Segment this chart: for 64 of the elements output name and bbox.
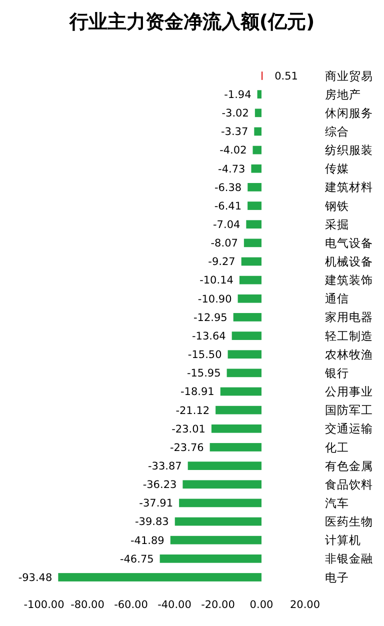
y-tick-label: 商业贸易 xyxy=(325,68,373,83)
y-tick-label: 交通运输 xyxy=(325,422,373,436)
y-tick-label: 国防军工 xyxy=(325,403,373,418)
y-tick-label: 化工 xyxy=(325,440,349,454)
y-tick-label: 汽车 xyxy=(325,496,349,510)
y-tick-label: 休闲服务 xyxy=(325,106,373,120)
data-label: -36.23 xyxy=(142,479,177,492)
data-label: -46.75 xyxy=(120,553,154,566)
y-tick-label: 建筑材料 xyxy=(324,180,373,194)
data-label: -3.02 xyxy=(222,108,249,120)
y-tick-label: 传媒 xyxy=(325,162,349,176)
data-label: -4.02 xyxy=(220,144,247,157)
data-label: -4.73 xyxy=(218,163,246,176)
data-label: -15.50 xyxy=(188,349,222,362)
x-tick-label: -40.00 xyxy=(158,599,192,611)
x-tick-label: -60.00 xyxy=(114,599,148,611)
data-label: -39.83 xyxy=(135,516,169,528)
data-label: -93.48 xyxy=(18,572,52,584)
data-label: -7.04 xyxy=(213,219,241,232)
x-tick-label: 20.00 xyxy=(290,599,320,611)
y-tick-label: 公用事业 xyxy=(325,384,373,399)
data-label: -6.38 xyxy=(214,182,242,194)
data-label: -9.27 xyxy=(208,256,236,268)
data-label: -23.01 xyxy=(172,423,206,436)
data-label: -13.64 xyxy=(192,330,226,342)
data-label: -37.91 xyxy=(139,498,174,510)
y-tick-label: 建筑装饰 xyxy=(324,273,373,288)
x-tick-label: 0.00 xyxy=(250,599,274,611)
data-label: -33.87 xyxy=(148,460,182,472)
data-label: -3.37 xyxy=(221,126,248,138)
y-tick-label: 银行 xyxy=(324,366,349,380)
y-tick-label: 非银金融 xyxy=(325,552,373,566)
y-tick-label: 轻工制造 xyxy=(325,328,373,343)
data-label: -10.14 xyxy=(200,274,234,287)
data-label: -1.94 xyxy=(224,89,252,101)
y-tick-label: 有色金属 xyxy=(325,458,373,473)
y-tick-label: 农林牧渔 xyxy=(325,347,373,362)
data-label: -10.90 xyxy=(198,293,232,306)
data-label: -18.91 xyxy=(180,386,214,398)
data-label: -15.95 xyxy=(186,368,221,380)
x-tick-label: -100.00 xyxy=(24,599,64,611)
data-label: -41.89 xyxy=(130,534,164,547)
y-tick-label: 纺织服装 xyxy=(325,143,373,158)
chart-title: 行业主力资金净流入额(亿元) xyxy=(68,11,315,33)
y-tick-label: 电气设备 xyxy=(325,236,373,250)
y-tick-label: 计算机 xyxy=(325,533,361,548)
y-tick-label: 综合 xyxy=(325,124,349,138)
y-tick-label: 医药生物 xyxy=(325,514,373,529)
y-tick-label: 采掘 xyxy=(325,217,349,232)
y-tick-label: 电子 xyxy=(325,570,349,584)
data-label: -6.41 xyxy=(214,200,242,212)
data-label: -8.07 xyxy=(210,238,238,250)
y-tick-label: 钢铁 xyxy=(324,198,349,213)
data-label: -12.95 xyxy=(193,312,228,324)
data-label: -21.12 xyxy=(176,404,210,417)
y-tick-label: 食品饮料 xyxy=(325,477,373,492)
y-tick-label: 通信 xyxy=(325,292,349,306)
y-tick-label: 机械设备 xyxy=(325,254,373,269)
x-tick-label: -20.00 xyxy=(201,599,235,611)
data-label: -23.76 xyxy=(170,442,204,454)
x-tick-label: -80.00 xyxy=(70,599,104,611)
y-tick-label: 房地产 xyxy=(325,87,361,102)
data-label: 0.51 xyxy=(274,70,298,82)
y-tick-label: 家用电器 xyxy=(325,310,373,324)
